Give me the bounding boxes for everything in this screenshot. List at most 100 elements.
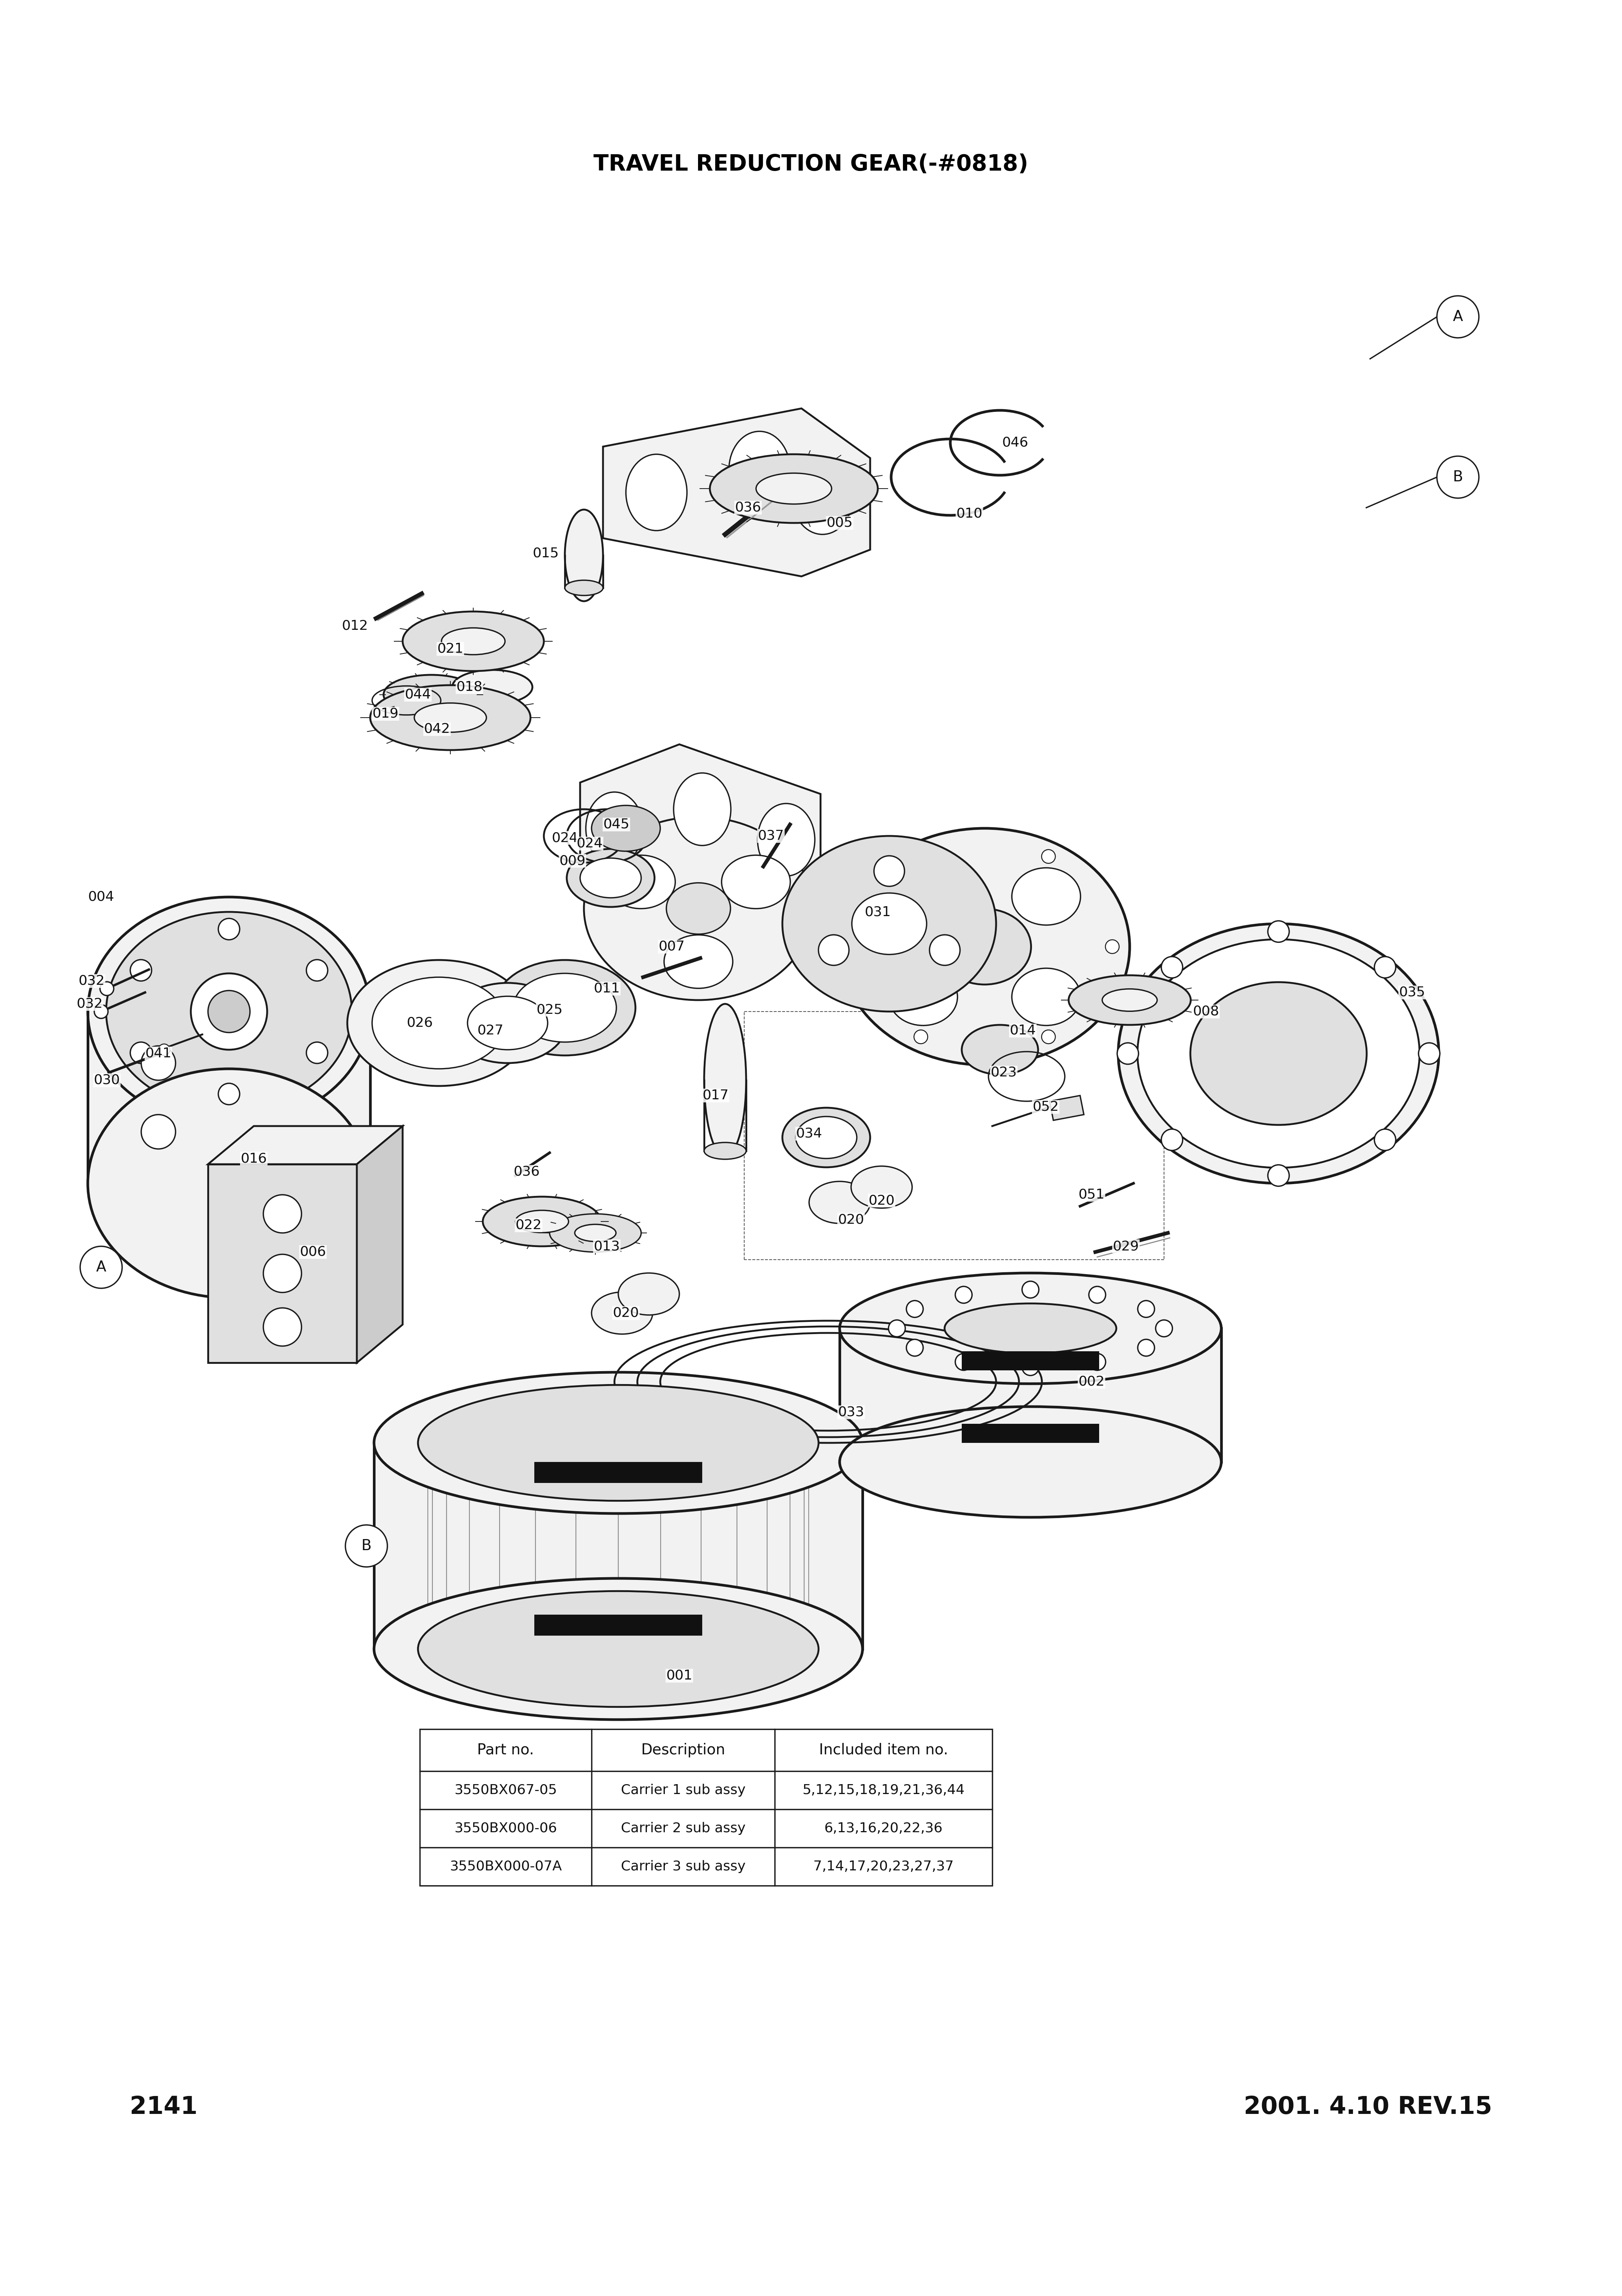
Polygon shape — [357, 1125, 402, 1364]
Ellipse shape — [371, 978, 506, 1070]
Circle shape — [141, 1114, 175, 1148]
Ellipse shape — [453, 670, 532, 705]
Circle shape — [141, 1047, 175, 1079]
Text: 020: 020 — [868, 1194, 895, 1208]
Ellipse shape — [704, 1003, 746, 1157]
Circle shape — [1374, 1130, 1397, 1150]
Circle shape — [263, 1194, 302, 1233]
Ellipse shape — [467, 996, 548, 1049]
Ellipse shape — [710, 455, 878, 523]
Circle shape — [159, 1045, 170, 1056]
Polygon shape — [208, 1125, 402, 1164]
Ellipse shape — [792, 459, 853, 535]
Circle shape — [1137, 1339, 1155, 1357]
Ellipse shape — [88, 1070, 370, 1297]
Ellipse shape — [495, 960, 636, 1056]
Text: 024: 024 — [576, 838, 603, 850]
Circle shape — [219, 1084, 240, 1104]
Text: 020: 020 — [613, 1306, 639, 1320]
Ellipse shape — [1069, 976, 1191, 1024]
Text: 036: 036 — [735, 501, 761, 514]
Ellipse shape — [757, 804, 814, 877]
Text: 032: 032 — [76, 996, 102, 1010]
Text: Carrier 2 sub assy: Carrier 2 sub assy — [621, 1823, 746, 1835]
Polygon shape — [1049, 1095, 1083, 1120]
Polygon shape — [581, 744, 821, 912]
Text: 013: 013 — [594, 1240, 620, 1254]
Text: 002: 002 — [1079, 1375, 1105, 1389]
Circle shape — [101, 983, 114, 996]
Circle shape — [913, 850, 928, 863]
Text: 3550BX000-06: 3550BX000-06 — [454, 1823, 556, 1835]
Ellipse shape — [782, 1107, 869, 1166]
Circle shape — [1022, 1281, 1038, 1297]
Circle shape — [874, 856, 905, 886]
Circle shape — [1437, 296, 1479, 338]
Circle shape — [1106, 939, 1119, 953]
Text: 017: 017 — [702, 1088, 728, 1102]
Text: 6,13,16,20,22,36: 6,13,16,20,22,36 — [824, 1823, 942, 1835]
Circle shape — [130, 1042, 151, 1063]
Ellipse shape — [1118, 923, 1439, 1182]
Text: 052: 052 — [1033, 1100, 1059, 1114]
Circle shape — [1088, 1355, 1106, 1371]
Ellipse shape — [852, 893, 926, 955]
Text: TRAVEL REDUCTION GEAR(-#0818): TRAVEL REDUCTION GEAR(-#0818) — [594, 154, 1028, 174]
Text: 016: 016 — [240, 1153, 268, 1164]
Ellipse shape — [962, 1024, 1038, 1075]
Ellipse shape — [564, 581, 603, 595]
Circle shape — [1268, 921, 1289, 941]
Ellipse shape — [607, 854, 675, 909]
Circle shape — [913, 1031, 928, 1045]
Polygon shape — [208, 1164, 357, 1364]
Circle shape — [1161, 1130, 1182, 1150]
Ellipse shape — [88, 898, 370, 1125]
Ellipse shape — [383, 675, 478, 714]
Circle shape — [1137, 1300, 1155, 1318]
Polygon shape — [88, 1013, 370, 1182]
Circle shape — [191, 974, 268, 1049]
Circle shape — [307, 960, 328, 980]
Circle shape — [1374, 957, 1397, 978]
Text: 014: 014 — [1009, 1024, 1036, 1038]
Circle shape — [1118, 1042, 1139, 1065]
Ellipse shape — [370, 684, 530, 751]
Ellipse shape — [840, 1407, 1221, 1518]
Text: 024: 024 — [551, 831, 577, 845]
Text: 037: 037 — [757, 829, 783, 843]
Text: 009: 009 — [560, 854, 586, 868]
Text: 034: 034 — [796, 1127, 822, 1141]
Text: 051: 051 — [1079, 1189, 1105, 1201]
Text: 3550BX067-05: 3550BX067-05 — [454, 1784, 556, 1798]
Ellipse shape — [1103, 990, 1156, 1010]
Circle shape — [130, 960, 151, 980]
Circle shape — [1268, 1164, 1289, 1187]
Circle shape — [94, 1006, 109, 1019]
Text: 021: 021 — [438, 643, 464, 654]
Text: 033: 033 — [839, 1405, 865, 1419]
Text: 7,14,17,20,23,27,37: 7,14,17,20,23,27,37 — [813, 1860, 954, 1874]
Text: 005: 005 — [827, 517, 853, 530]
Text: A: A — [96, 1261, 105, 1274]
Text: 2001. 4.10 REV.15: 2001. 4.10 REV.15 — [1244, 2096, 1492, 2119]
Circle shape — [263, 1309, 302, 1345]
Text: 004: 004 — [88, 891, 114, 905]
Circle shape — [929, 934, 960, 964]
Circle shape — [955, 1355, 972, 1371]
Text: Carrier 3 sub assy: Carrier 3 sub assy — [621, 1860, 746, 1874]
Ellipse shape — [586, 792, 642, 866]
Circle shape — [263, 1254, 302, 1293]
Ellipse shape — [796, 1116, 856, 1159]
Ellipse shape — [516, 1210, 569, 1233]
Text: 001: 001 — [667, 1669, 693, 1683]
Circle shape — [345, 1525, 388, 1566]
Ellipse shape — [944, 1304, 1116, 1352]
Ellipse shape — [626, 455, 688, 530]
Text: 030: 030 — [94, 1075, 120, 1086]
Ellipse shape — [418, 1384, 819, 1502]
Ellipse shape — [722, 854, 790, 909]
Ellipse shape — [1137, 939, 1419, 1169]
Text: A: A — [1453, 310, 1463, 324]
Circle shape — [1419, 1042, 1440, 1065]
Ellipse shape — [564, 510, 603, 602]
